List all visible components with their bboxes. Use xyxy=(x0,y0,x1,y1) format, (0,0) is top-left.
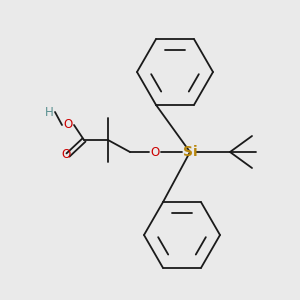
Text: H: H xyxy=(45,106,53,118)
Text: O: O xyxy=(150,146,160,158)
Text: O: O xyxy=(63,118,73,131)
Text: Si: Si xyxy=(183,145,197,159)
Text: O: O xyxy=(61,148,70,161)
